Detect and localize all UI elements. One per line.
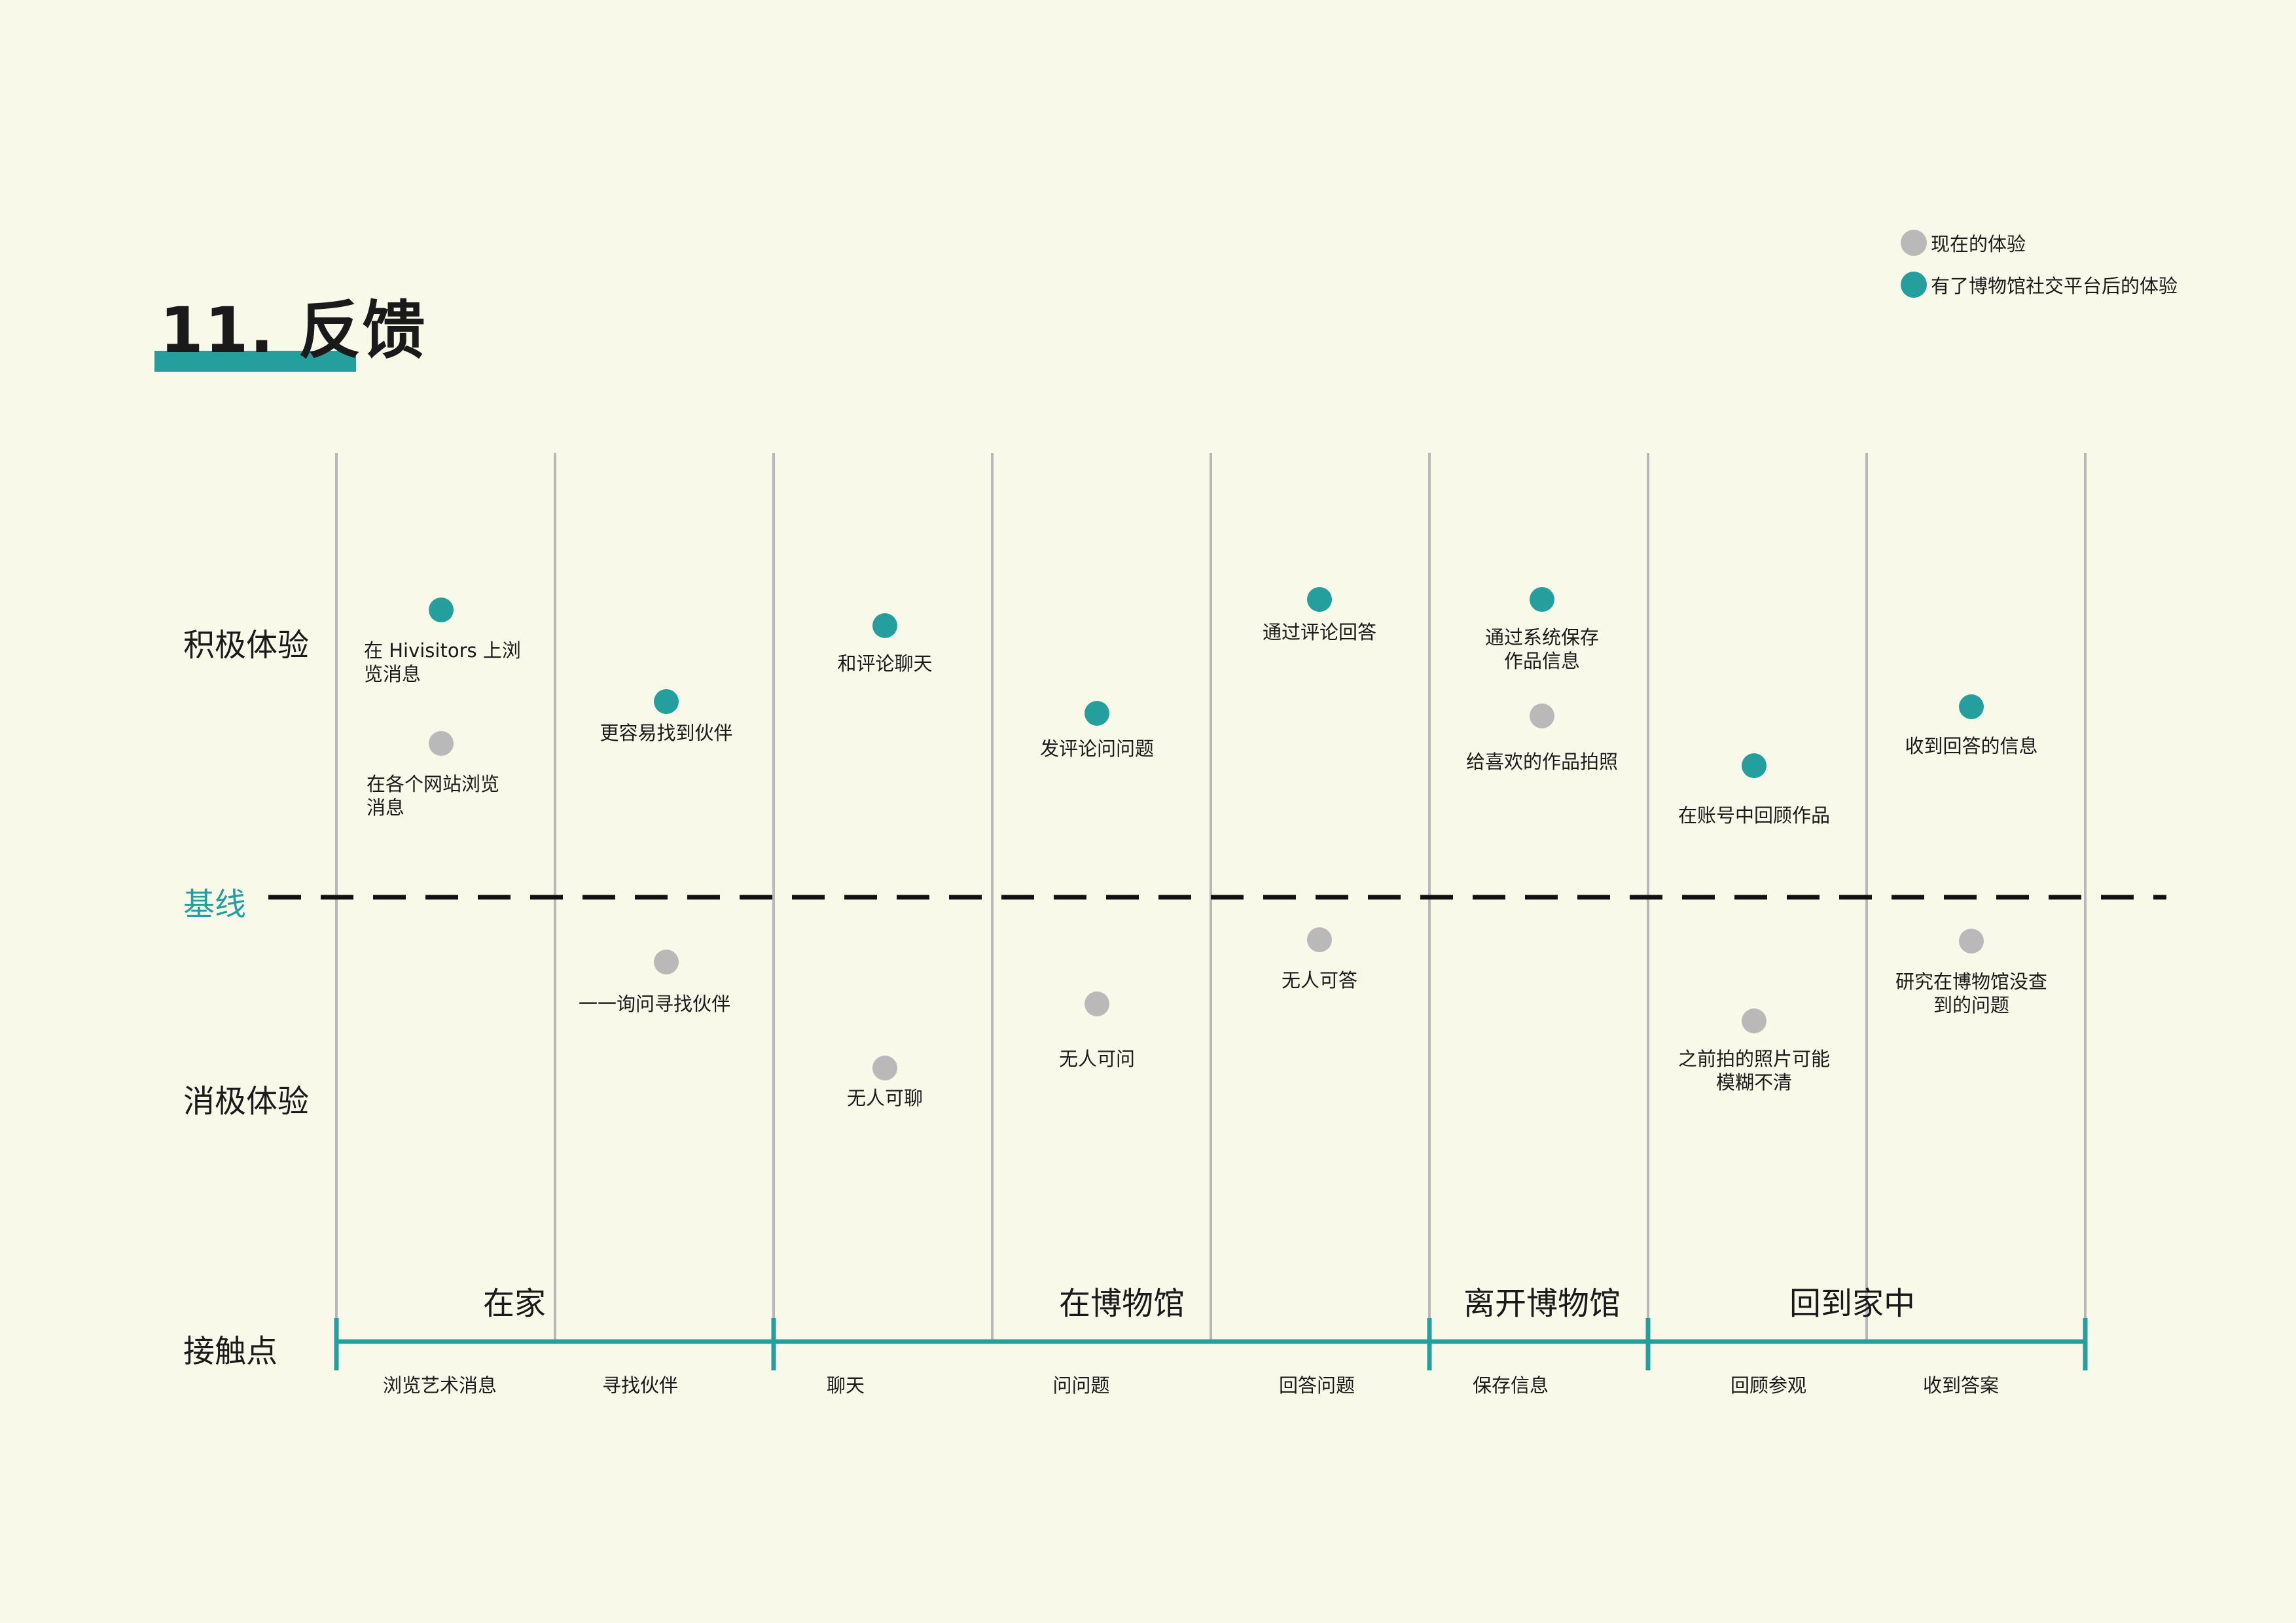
experience-dot-current-1 (429, 731, 454, 756)
row-label-negative: 消极体验 (183, 1083, 310, 1120)
touchpoint-label-0: 浏览艺术消息 (382, 1374, 497, 1397)
title-block: 11. 反馈 (154, 288, 425, 380)
phase-label-3: 回到家中 (1789, 1285, 1916, 1322)
experience-dot-current-13 (1742, 1008, 1767, 1033)
experience-label-15: 研究在博物馆没查 到的问题 (1895, 971, 2048, 1016)
legend-item-current: 现在的体验 (1901, 229, 2026, 257)
touchpoint-label-6: 回顾参观 (1730, 1374, 1807, 1397)
legend-label-new: 有了博物馆社交平台后的体验 (1931, 275, 2178, 297)
experience-dot-new-4 (872, 613, 897, 638)
row-label-positive: 积极体验 (183, 627, 310, 664)
experience-label-2: 更容易找到伙伴 (600, 722, 733, 744)
phase-label-1: 在博物馆 (1058, 1285, 1185, 1322)
experience-dot-new-2 (654, 689, 679, 714)
experience-label-10: 通过系统保存 作品信息 (1484, 626, 1600, 672)
experience-label-3: 一一询问寻找伙伴 (578, 993, 731, 1015)
experience-label-13: 之前拍的照片可能 模糊不清 (1677, 1048, 1831, 1094)
experience-dot-current-9 (1307, 927, 1332, 952)
experience-dot-current-7 (1085, 991, 1109, 1016)
legend-item-new: 有了博物馆社交平台后的体验 (1901, 271, 2178, 298)
experience-label-14: 收到回答的信息 (1905, 735, 2038, 757)
experience-dot-current-15 (1959, 929, 1984, 954)
experience-label-11: 给喜欢的作品拍照 (1465, 751, 1619, 773)
experience-label-12: 在账号中回顾作品 (1677, 804, 1831, 827)
experience-dot-new-12 (1742, 753, 1767, 778)
touchpoint-label-7: 收到答案 (1922, 1374, 2000, 1397)
experience-dot-new-14 (1959, 694, 1984, 719)
page-title: 11. 反馈 (160, 294, 427, 367)
touchpoint-label-2: 聊天 (826, 1374, 865, 1397)
legend-dot-new (1901, 272, 1927, 298)
experience-dot-current-5 (872, 1056, 897, 1080)
experience-dot-new-0 (429, 597, 454, 622)
experience-label-1: 在各个网站浏览 消息 (367, 773, 500, 819)
touchpoint-label-1: 寻找伙伴 (601, 1374, 679, 1397)
legend-dot-current (1901, 230, 1927, 256)
legend-label-current: 现在的体验 (1931, 233, 2026, 255)
row-label-baseline: 基线 (183, 886, 247, 923)
phase-label-0: 在家 (482, 1285, 547, 1322)
touchpoint-label-3: 问问题 (1052, 1374, 1110, 1397)
experience-label-4: 和评论聊天 (837, 652, 933, 675)
experience-dot-new-6 (1085, 701, 1109, 726)
row-label-touchpoint: 接触点 (183, 1333, 278, 1370)
experience-dot-new-10 (1530, 587, 1554, 612)
experience-label-5: 无人可聊 (846, 1087, 924, 1109)
experience-label-0: 在 Hivisitors 上浏 览消息 (364, 639, 521, 685)
touchpoint-label-4: 回答问题 (1278, 1374, 1355, 1397)
experience-label-8: 通过评论回答 (1262, 621, 1377, 643)
experience-label-6: 发评论问问题 (1039, 738, 1155, 760)
touchpoint-label-5: 保存信息 (1472, 1374, 1549, 1397)
title-underline-bar (154, 351, 356, 372)
experience-dot-new-8 (1307, 587, 1332, 612)
experience-dot-current-3 (654, 950, 679, 974)
experience-label-7: 无人可问 (1058, 1048, 1136, 1070)
experience-label-9: 无人可答 (1281, 969, 1358, 991)
experience-dot-current-11 (1530, 704, 1554, 728)
phase-label-2: 离开博物馆 (1463, 1285, 1621, 1322)
